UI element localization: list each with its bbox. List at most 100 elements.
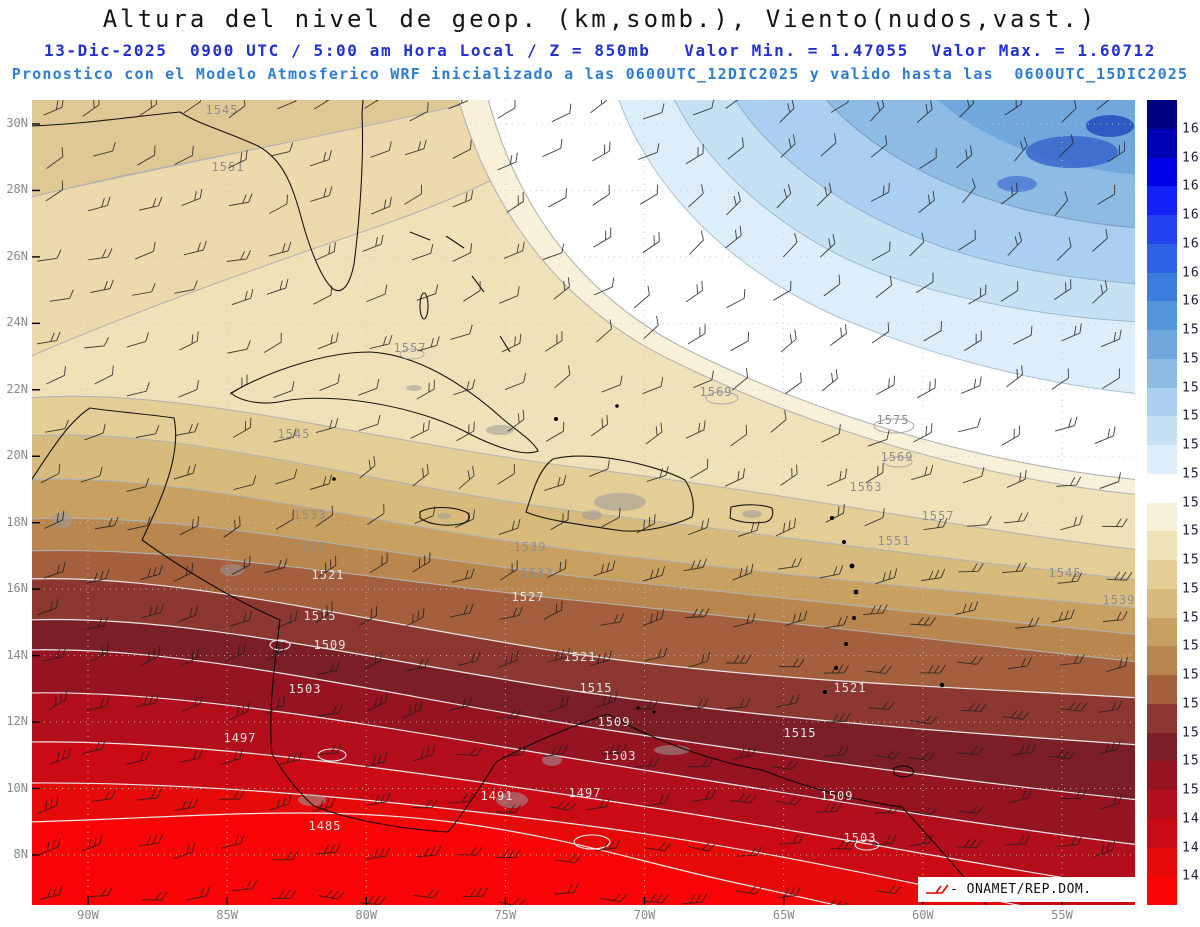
- colorbar-segment: [1147, 215, 1177, 244]
- contour-label: 1539: [514, 540, 547, 554]
- lon-tick-label: 75W: [494, 908, 517, 922]
- lon-tick-label: 65W: [772, 908, 795, 922]
- colorbar-segment: [1147, 588, 1177, 618]
- lat-tick-label: 10N: [6, 780, 28, 795]
- colorbar-tick-label: 1509: [1182, 753, 1200, 769]
- colorbar-segment: [1147, 416, 1177, 445]
- colorbar-tick-label: 1635: [1182, 150, 1200, 165]
- shaded-height-field: [32, 100, 1135, 905]
- colorbar-tick-label: 1605: [1182, 293, 1200, 309]
- contour-label: 1509: [314, 638, 347, 652]
- lat-tick-label: 24N: [6, 315, 28, 330]
- colorbar-segment: [1147, 675, 1177, 704]
- contour-label: 1563: [850, 480, 883, 494]
- colorbar-segment: [1147, 387, 1177, 417]
- colorbar-tick-label: 1491: [1182, 840, 1200, 855]
- lat-tick-label: 30N: [6, 116, 28, 130]
- colorbar-tick-label: 1629: [1182, 178, 1200, 194]
- contour-label: 1551: [212, 160, 245, 174]
- colorbar-segment: [1147, 560, 1177, 589]
- contour-labels: 1545 1551 1557 1569 1575 1569 1563 1557 1551 1545…: [206, 103, 1135, 845]
- contour-label: 1503: [289, 682, 322, 696]
- colorbar-segment: [1147, 531, 1177, 560]
- contour-label: 1545: [1049, 566, 1082, 580]
- lat-tick-label: 26N: [6, 248, 28, 263]
- wind-barb-icon: [926, 884, 949, 894]
- colorbar-tick-label: 1521: [1182, 696, 1200, 712]
- colorbar-segment: [1147, 157, 1177, 187]
- axis-ticks: [32, 123, 1063, 905]
- page-title: Altura del nivel de geop. (km,somb.), Vi…: [102, 5, 1098, 33]
- colorbar-segment: [1147, 761, 1177, 790]
- colorbar-tick-label: 1539: [1182, 610, 1200, 625]
- contour-label: 1515: [304, 609, 337, 623]
- lat-tick-label: 28N: [6, 182, 28, 197]
- lat-tick-label: 22N: [6, 381, 28, 396]
- colorbar-tick-label: 1515: [1182, 725, 1200, 740]
- colorbar-tick-label: 1611: [1182, 265, 1200, 280]
- colorbar-segment: [1147, 243, 1177, 273]
- colorbar-tick-label: 1527: [1182, 667, 1200, 683]
- colorbar-segment: [1147, 847, 1177, 877]
- colorbar-tick-label: 1593: [1182, 351, 1200, 367]
- colorbar-tick-label: 1485: [1182, 868, 1200, 884]
- colorbar: [1147, 100, 1177, 905]
- contour-label: 1557: [922, 509, 955, 523]
- colorbar-segment: [1147, 272, 1177, 302]
- lon-tick-label: 70W: [633, 908, 656, 922]
- colorbar-tick-label: 1581: [1182, 408, 1200, 424]
- colorbar-tick-label: 1545: [1182, 581, 1200, 597]
- contour-label: 1509: [821, 789, 854, 803]
- map-canvas: 1545 1551 1557 1569 1575 1569 1563 1557 1551 1545…: [32, 100, 1135, 905]
- colorbar-segment: [1147, 301, 1177, 330]
- contour-label: 1509: [598, 715, 631, 729]
- lon-tick-label: 55W: [1051, 908, 1073, 922]
- closed-contour-rings: [269, 348, 915, 851]
- colorbar-segment: [1147, 473, 1177, 503]
- contour-label: 1569: [700, 385, 733, 399]
- subtitle-validtime: 13-Dic-2025 0900 UTC / 5:00 am Hora Loca…: [43, 41, 1157, 60]
- contour-label: 1497: [224, 731, 257, 745]
- contour-label: 1503: [604, 749, 637, 763]
- colorbar-segment: [1147, 732, 1177, 762]
- colorbar-tick-label: 1617: [1182, 236, 1200, 252]
- contour-label: 1527: [512, 590, 545, 604]
- colorbar-tick-label: 1563: [1182, 495, 1200, 510]
- contour-label: 1521: [834, 681, 867, 695]
- colorbar-tick-label: 1599: [1182, 322, 1200, 338]
- colorbar-tick-label: 1587: [1182, 380, 1200, 395]
- colorbar-segment: [1147, 790, 1177, 819]
- contour-label: 1551: [878, 534, 911, 548]
- subtitle-model: Pronostico con el Modelo Atmosferico WRF…: [11, 65, 1189, 83]
- colorbar-tick-label: 1569: [1182, 466, 1200, 482]
- lon-tick-label: 85W: [216, 908, 238, 922]
- colorbar-tick-label: 1551: [1182, 552, 1200, 568]
- lat-tick-label: 18N: [6, 514, 28, 529]
- latlon-grid: [32, 100, 1135, 905]
- lat-tick-label: 8N: [13, 846, 28, 861]
- contour-label: 1515: [784, 726, 817, 740]
- colorbar-segment: [1147, 818, 1177, 848]
- contour-label: 1557: [394, 341, 427, 355]
- colorbar-segment: [1147, 100, 1177, 129]
- contour-label: 1527: [294, 540, 327, 554]
- colorbar-segment: [1147, 502, 1177, 532]
- colorbar-tick-label: 1497: [1182, 811, 1200, 827]
- contour-label: 1497: [569, 786, 602, 800]
- colorbar-segment: [1147, 703, 1177, 733]
- contour-label: 1521: [564, 650, 597, 664]
- colorbar-segment: [1147, 617, 1177, 647]
- contour-label: 1545: [206, 103, 239, 117]
- contour-label: 1539: [1103, 593, 1135, 607]
- colorbar-segment: [1147, 358, 1177, 388]
- colorbar-tick-label: 1533: [1182, 638, 1200, 654]
- lon-tick-label: 90W: [77, 908, 99, 922]
- contour-label: 1575: [877, 413, 910, 427]
- colorbar-segment: [1147, 128, 1177, 158]
- contour-label: 1521: [312, 568, 345, 582]
- contour-label: 1533: [294, 508, 327, 522]
- lon-tick-label: 80W: [355, 908, 378, 922]
- contour-label: 1515: [580, 681, 613, 695]
- lat-tick-label: 16N: [6, 581, 28, 596]
- map-area: 1545 1551 1557 1569 1575 1569 1563 1557 1551 1545…: [32, 100, 1135, 905]
